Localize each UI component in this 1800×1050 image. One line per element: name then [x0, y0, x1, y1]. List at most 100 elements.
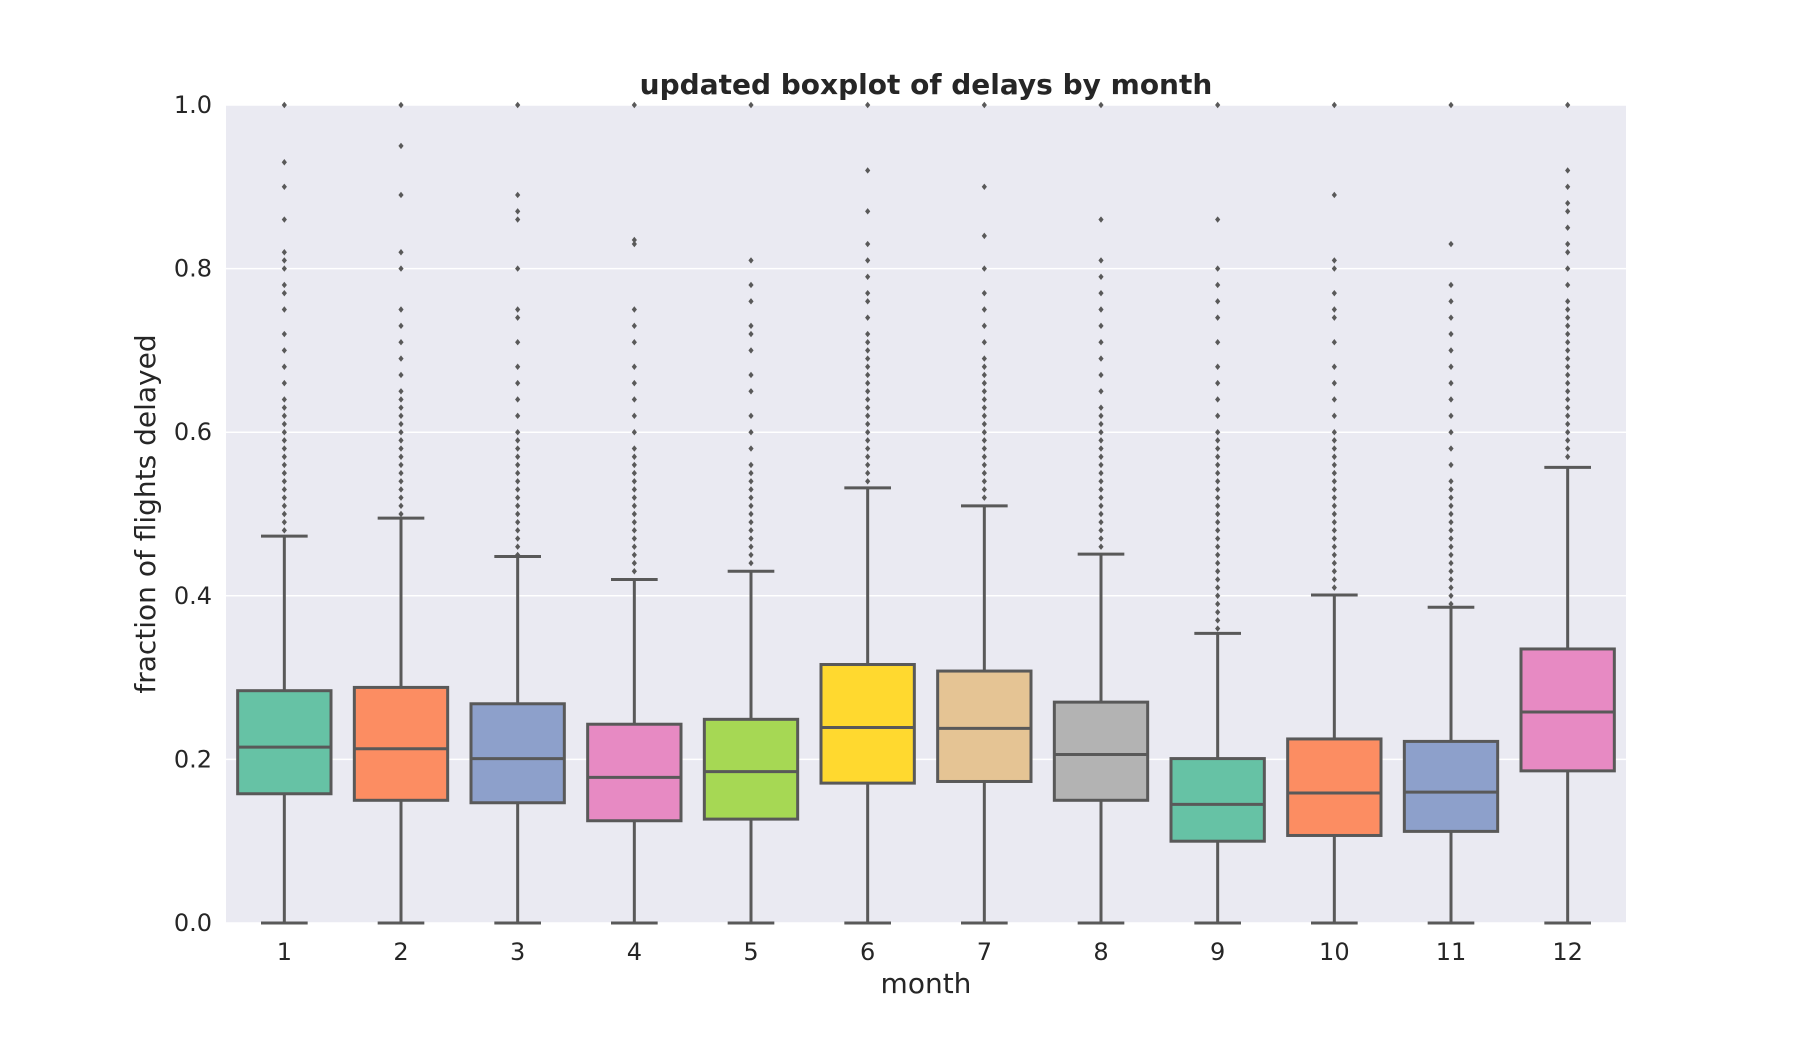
outlier-point [398, 306, 404, 313]
outlier-point [865, 437, 871, 444]
outlier-point [631, 236, 637, 244]
outlier-point [865, 273, 871, 280]
outlier-point [1215, 314, 1221, 321]
outlier-point [865, 371, 871, 379]
outlier-point [1448, 461, 1454, 469]
outlier-point [1098, 494, 1104, 501]
outlier-point [631, 363, 637, 370]
outlier-point [748, 518, 754, 526]
outlier-point [281, 478, 287, 485]
outlier-point [631, 453, 637, 460]
outlier-point [981, 265, 987, 272]
outlier-point [1331, 396, 1337, 403]
outlier-point [865, 379, 871, 387]
iqr-box [469, 702, 566, 805]
outlier-point [1215, 445, 1221, 452]
outlier-point [1215, 543, 1221, 550]
outlier-point [515, 502, 521, 510]
outlier-point [865, 101, 871, 109]
outlier-point [1215, 625, 1221, 632]
outlier-point [1215, 535, 1221, 542]
outlier-point [748, 502, 754, 510]
outlier-point [281, 486, 287, 493]
outlier-point [1098, 289, 1104, 297]
box-month-7 [936, 101, 1033, 925]
outlier-point [1331, 314, 1337, 321]
outlier-point [1331, 494, 1337, 501]
outlier-point [1448, 502, 1454, 510]
outlier-point [1565, 330, 1571, 338]
outlier-point [398, 142, 404, 150]
outlier-point [515, 453, 521, 460]
outlier-point [1215, 486, 1221, 493]
outlier-point [1565, 249, 1571, 256]
outlier-point [865, 445, 871, 452]
outlier-point [631, 494, 637, 501]
outlier-point [1565, 167, 1571, 174]
outlier-point [1565, 412, 1571, 420]
outlier-point [865, 347, 871, 354]
y-tick-label: 0.8 [174, 255, 212, 283]
outlier-point [1565, 208, 1571, 215]
outlier-point [981, 379, 987, 387]
outlier-point [281, 453, 287, 460]
outlier-point [631, 469, 637, 477]
outlier-point [398, 191, 404, 199]
outlier-point [281, 257, 287, 264]
outlier-point [1448, 240, 1454, 248]
outlier-point [981, 388, 987, 395]
outlier-point [631, 379, 637, 387]
outlier-point [1448, 592, 1454, 599]
box-month-4 [586, 101, 683, 925]
outlier-point [1448, 429, 1454, 436]
iqr-box [936, 669, 1033, 783]
outlier-point [281, 216, 287, 223]
outlier-point [1098, 388, 1104, 395]
outlier-point [398, 322, 404, 330]
outlier-point [281, 183, 287, 190]
outlier-point [515, 535, 521, 542]
outlier-point [1331, 289, 1337, 297]
outlier-point [1565, 355, 1571, 362]
outlier-point [1215, 608, 1221, 616]
outlier-point [748, 510, 754, 518]
outlier-point [1448, 543, 1454, 550]
box-month-10 [1286, 101, 1383, 925]
box-month-1 [236, 101, 333, 925]
outlier-point [865, 339, 871, 346]
outlier-point [1331, 486, 1337, 493]
outlier-point [1098, 527, 1104, 534]
outlier-point [515, 437, 521, 444]
outlier-point [398, 453, 404, 460]
boxes [236, 101, 1616, 925]
outlier-point [1448, 314, 1454, 321]
outlier-point [865, 208, 871, 215]
outlier-point [631, 527, 637, 534]
outlier-point [981, 494, 987, 501]
outlier-point [748, 412, 754, 420]
outlier-point [865, 453, 871, 460]
outlier-point [748, 478, 754, 485]
y-tick-label: 0.6 [174, 418, 212, 446]
outlier-point [1448, 551, 1454, 559]
outlier-point [748, 543, 754, 550]
outlier-point [515, 543, 521, 550]
outlier-point [1215, 518, 1221, 526]
outlier-point [1565, 445, 1571, 452]
outlier-point [1565, 281, 1571, 289]
outlier-point [1331, 265, 1337, 272]
outlier-point [981, 232, 987, 240]
outlier-point [1331, 306, 1337, 313]
outlier-point [398, 101, 404, 109]
outlier-point [1098, 518, 1104, 526]
iqr-box [1169, 757, 1266, 843]
outlier-point [1448, 576, 1454, 583]
box-month-3 [469, 101, 566, 925]
outlier-point [1565, 240, 1571, 248]
outlier-point [865, 388, 871, 395]
x-tick-label: 6 [860, 938, 875, 966]
iqr-box [1402, 739, 1500, 833]
outlier-point [281, 363, 287, 370]
iqr-box [352, 685, 450, 802]
